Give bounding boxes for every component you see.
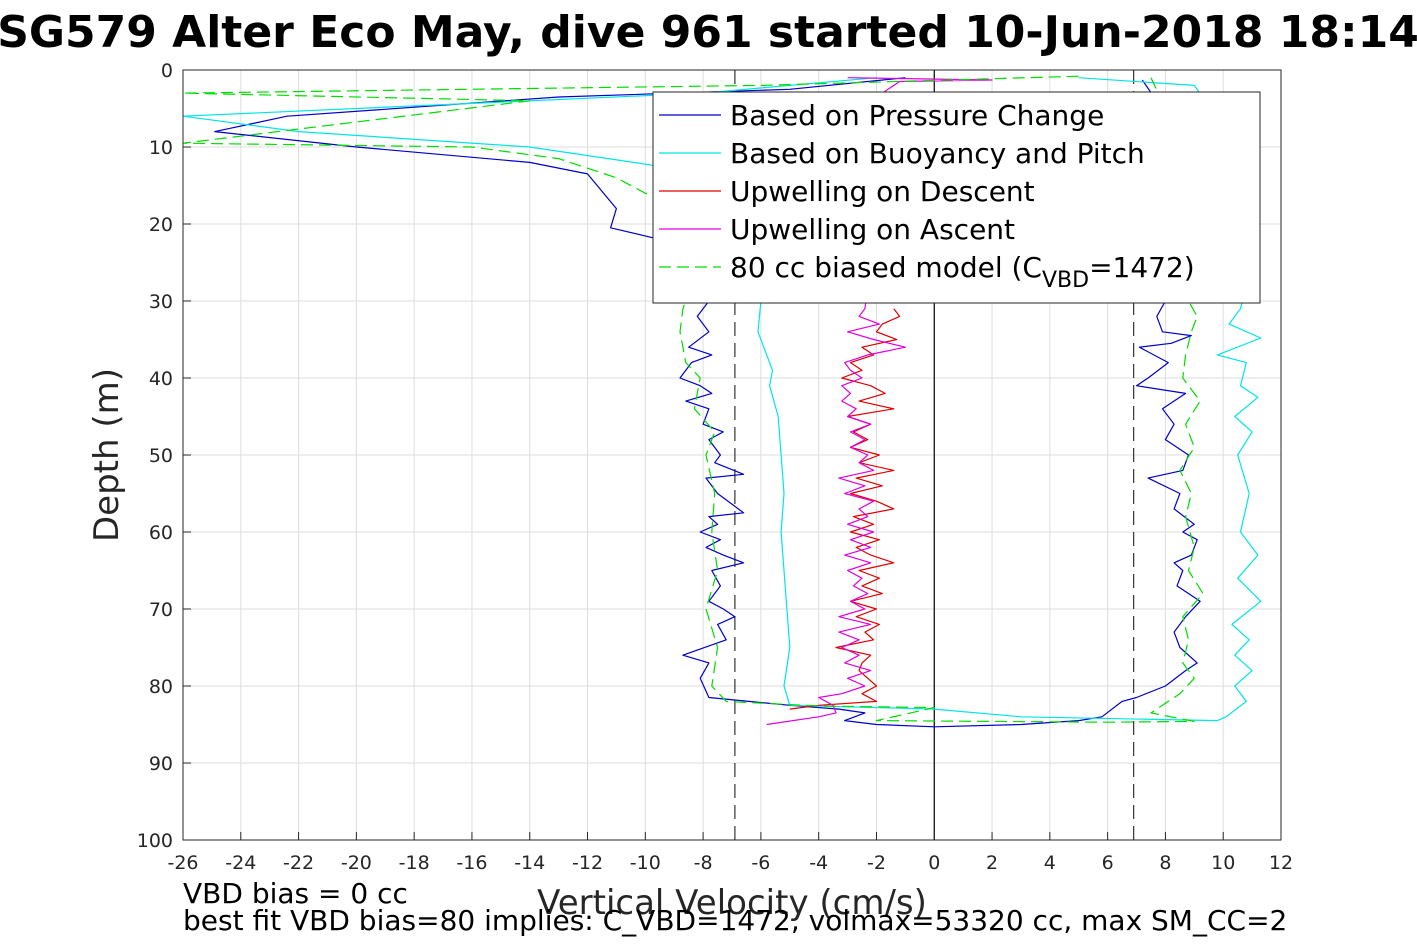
bias-annotation: VBD bias = 0 cc [183,877,408,910]
x-tick-label: -10 [630,852,661,874]
legend-label: Based on Pressure Change [730,99,1104,132]
y-tick-label: 0 [161,60,173,82]
y-tick-label: 20 [149,214,173,236]
series-model_up [1150,77,1204,722]
x-tick-label: -26 [167,852,198,874]
x-tick-label: 4 [1044,852,1056,874]
legend-label: Upwelling on Ascent [730,213,1015,246]
legend: Based on Pressure Change Based on Buoyanc… [652,91,1261,304]
y-tick-label: 50 [149,445,173,467]
x-tick-label: -8 [694,852,713,874]
series-pressure_down [214,77,935,728]
x-tick-label: -2 [867,852,886,874]
x-tick-label: 0 [928,852,940,874]
x-tick-label: -4 [809,852,828,874]
y-tick-label: 90 [149,753,173,775]
ticks: -26 -24 -22 -20 -18 -16 -14 -12 -10 -8 -6 -4 -2 0 2 4 6 8… [137,60,1293,874]
x-tick-label: -24 [225,852,256,874]
series-buoyancy_down [182,77,1227,722]
x-tick-label: 10 [1211,852,1235,874]
x-tick-label: -16 [456,852,487,874]
x-tick-label: 6 [1102,852,1114,874]
y-tick-label: 60 [149,522,173,544]
y-tick-label: 80 [149,676,173,698]
x-tick-label: 2 [986,852,998,874]
x-tick-label: -20 [341,852,372,874]
series-pressure_up [934,79,1201,728]
y-tick-label: 10 [149,137,173,159]
legend-label: Based on Buoyancy and Pitch [730,137,1145,170]
fit-annotation: best fit VBD bias=80 implies: C_VBD=1472… [183,904,1287,937]
series-upwell_ascent [766,77,993,726]
x-tick-label: -6 [751,852,770,874]
x-tick-label: 12 [1269,852,1293,874]
chart-title: SG579 Alter Eco May, dive 961 started 10… [0,7,1417,58]
legend-label: Upwelling on Descent [730,175,1035,208]
x-tick-label: -18 [399,852,430,874]
series-upwell_descent [789,308,901,710]
y-tick-label: 100 [137,830,173,852]
series-model_down [182,75,1195,723]
x-tick-label: -12 [572,852,603,874]
x-tick-label: -22 [283,852,314,874]
x-tick-label: 8 [1159,852,1171,874]
y-tick-label: 70 [149,599,173,621]
x-axis-label: Vertical Velocity (cm/s) [537,883,927,923]
x-tick-label: -14 [514,852,545,874]
legend-box [652,91,1261,304]
y-tick-label: 40 [149,368,173,390]
y-tick-label: 30 [149,291,173,313]
y-axis-label: Depth (m) [87,368,127,542]
